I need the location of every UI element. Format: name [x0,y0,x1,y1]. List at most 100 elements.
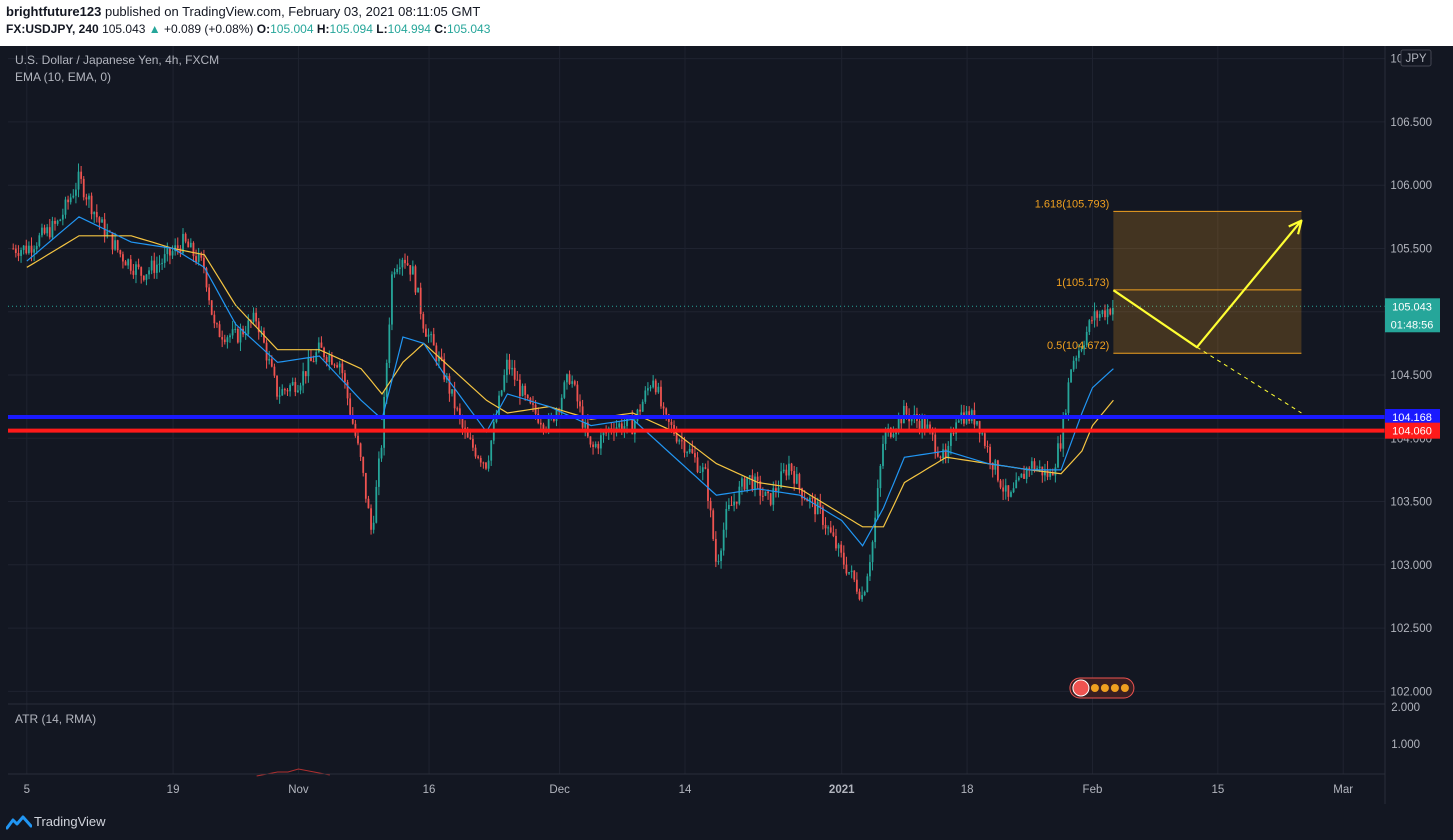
candle-body [714,538,717,562]
candle-body [511,367,513,370]
candle-body [566,374,568,383]
time-tick-0: 5 [24,784,30,796]
candle-body [1028,467,1031,469]
candle-body [620,423,623,432]
candle-body [312,361,315,363]
projection-arrow-path[interactable] [1112,219,1303,349]
us-flag-icon[interactable] [1072,679,1090,697]
candle-body [845,564,848,574]
candle-body [184,233,187,242]
candle-body [189,242,192,248]
red-support-tag[interactable] [1385,422,1440,439]
candle-body [759,481,762,496]
candle-body [226,337,229,343]
candle-body [88,195,90,200]
candle-body [54,220,56,224]
tradingview-brand[interactable]: TradingView [34,814,106,829]
candle-body [735,501,738,504]
candle-body [289,385,291,392]
candle-body [827,527,830,529]
footer-bar: TradingView [0,804,1453,840]
candle-body [568,374,571,384]
candle-body [720,550,722,562]
candle-body [822,507,824,525]
candle-body [349,398,352,415]
event-dot-icon[interactable] [1120,684,1129,692]
candle-body [790,463,793,472]
candle-body [725,509,728,530]
currency-badge[interactable] [1400,49,1432,67]
candle-body [257,321,260,333]
candle-body [320,342,323,348]
candle-body [858,591,861,600]
candle-body [584,422,587,428]
candle-body [848,572,850,574]
candle-body [122,254,124,262]
candle-body [297,390,299,393]
candle-body [788,463,790,476]
candle-body [921,418,924,431]
candle-body [166,248,169,255]
candle-body [649,387,652,389]
candle-body [1030,461,1033,469]
price-tick-10: 102.000 [1390,686,1432,698]
economic-events[interactable] [1069,677,1135,699]
candle-body [866,576,869,593]
candle-body [704,467,707,469]
candle-body [508,359,511,370]
candle-body [344,373,346,383]
candle-body [482,462,485,464]
candle-body [657,386,660,393]
candle-body [926,424,929,430]
candle-body [461,417,464,428]
tradingview-logo-icon[interactable] [6,814,32,830]
candle-body [1059,443,1062,449]
candle-body [1088,320,1091,332]
candle-body [798,474,801,489]
candle-body [542,424,545,430]
blue-support-tag[interactable] [1385,409,1440,426]
chart-background [0,46,1453,804]
projection-arrow-head-icon[interactable] [1288,219,1303,235]
time-axis[interactable]: 5 19 Nov 16 Dec 14 2021 18 Feb 15 Mar [24,784,1354,796]
candle-body [82,178,85,198]
close-label: C: [434,22,447,36]
event-dot-icon[interactable] [1110,684,1119,692]
candle-body [485,462,487,469]
current-price-tag[interactable] [1385,298,1440,333]
event-dot-icon[interactable] [1100,684,1109,692]
price-tick-9: 102.500 [1390,623,1432,635]
candle-body [793,471,796,484]
candle-body [158,263,161,265]
candle-body [77,171,80,190]
candle-body [367,498,370,509]
candle-body [336,365,339,368]
drawings-layer[interactable]: 1.618(105.793) 1(105.173) 0.5(104.672) [8,198,1385,433]
candle-body [294,381,297,393]
candle-body [98,217,101,223]
candle-body [487,460,490,469]
candle-body [785,469,788,476]
candle-body [761,495,764,497]
price-chart[interactable]: 1.618(105.793) 1(105.173) 0.5(104.672) U.S… [0,46,1453,804]
candle-body [563,382,566,398]
candle-body [686,452,688,454]
low-label: L: [376,22,388,36]
candle-body [1054,467,1057,476]
candle-body [560,397,563,411]
candle-body [1057,443,1059,468]
candle-body [675,433,678,442]
candle-body [780,471,783,488]
atr-line [256,768,330,777]
candle-body [516,379,519,381]
candle-body [135,264,137,275]
candle-body [526,394,529,399]
candle-body [910,417,913,422]
last-price: 105.043 [102,22,146,36]
candle-body [490,440,493,461]
candle-body [594,443,597,447]
fib-extension-box[interactable] [1113,211,1302,354]
event-dot-icon[interactable] [1090,684,1099,692]
author-name[interactable]: brightfuture123 [6,4,102,19]
candle-body [148,270,150,275]
